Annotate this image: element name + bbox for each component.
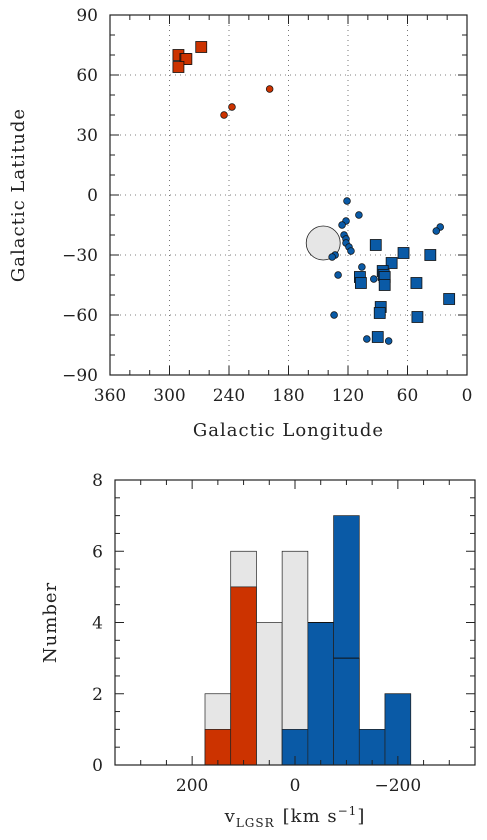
blue-square-marker: [373, 307, 386, 319]
x-title-close: ]: [357, 806, 365, 827]
red-circle-marker: [228, 103, 236, 111]
x-tick-label: 0: [290, 776, 301, 796]
y-tick-label: 4: [92, 614, 103, 634]
x-axis-title: vLGSR [km s−1]: [224, 804, 366, 830]
blue-square-marker: [385, 257, 398, 269]
axis-ticks: [115, 479, 475, 766]
y-tick-label: 2: [92, 685, 103, 705]
blue-circle-marker: [328, 253, 336, 261]
x-tick-label: 300: [153, 386, 185, 406]
y-axis-title: Galactic Latitude: [8, 108, 29, 282]
axis-ticks: [109, 14, 468, 376]
x-tick-labels: 200 0 −200: [176, 776, 421, 796]
blue-circle-marker: [358, 263, 366, 271]
red-square-marker: [195, 41, 208, 53]
x-tick-label: 0: [462, 386, 473, 406]
blue-circle-marker: [370, 275, 378, 283]
blue-circle-marker: [363, 335, 371, 343]
y-tick-labels: 90 60 30 0 −30 −60 −90: [62, 6, 98, 386]
blue-square-marker: [397, 247, 410, 259]
red-bar: [230, 586, 257, 766]
blue-circle-marker: [384, 337, 393, 345]
blue-circle-marker: [347, 247, 355, 255]
y-tick-label: −60: [62, 306, 98, 326]
blue-square-marker: [378, 279, 391, 291]
blue-bar: [333, 515, 360, 766]
x-tick-labels: 360 300 240 180 120 60 0: [94, 386, 473, 406]
y-tick-labels: 0 2 4 6 8: [92, 471, 103, 776]
blue-square-marker: [424, 249, 437, 261]
x-tick-label: 180: [272, 386, 304, 406]
x-tick-label: 240: [213, 386, 245, 406]
blue-bar: [358, 729, 386, 766]
x-tick-label: 200: [176, 776, 208, 796]
x-title-exp: −1: [338, 804, 358, 818]
blue-circle-marker: [355, 211, 363, 219]
y-tick-label: −90: [62, 366, 98, 386]
y-tick-label: 30: [76, 126, 98, 146]
y-tick-label: 0: [87, 186, 98, 206]
blue-square-marker: [443, 293, 456, 305]
y-tick-label: 90: [76, 6, 98, 26]
blue-square-marker: [411, 311, 424, 323]
y-axis-title: Number: [40, 582, 61, 663]
blue-circle-marker: [343, 197, 351, 205]
x-title-main: v: [224, 806, 236, 827]
x-tick-label: 60: [397, 386, 419, 406]
x-tick-label: 360: [94, 386, 126, 406]
histogram-panel: 200 0 −200 0 2 4 6 8 vLGSR [km s−1] Number: [40, 471, 476, 830]
x-axis-title: Galactic Longitude: [193, 420, 384, 441]
blue-square-marker: [369, 239, 382, 251]
blue-circle-marker: [334, 271, 342, 279]
red-square-marker: [172, 61, 185, 73]
x-tick-label: −200: [375, 776, 422, 796]
blue-square-marker: [371, 331, 384, 343]
y-tick-label: 8: [92, 471, 103, 491]
red-circle-marker: [265, 85, 274, 93]
blue-square-marker: [410, 277, 423, 289]
y-tick-label: 60: [76, 66, 98, 86]
large-circle-marker: [305, 225, 341, 261]
red-square-marker: [180, 53, 193, 65]
grid: [110, 15, 467, 375]
blue-circle-marker: [338, 221, 346, 229]
x-title-sub: LGSR: [236, 816, 275, 830]
gray-bar: [256, 622, 283, 766]
scatter-marks: [172, 41, 456, 345]
red-bar: [204, 729, 232, 766]
blue-bar: [307, 622, 334, 766]
x-title-unit: [km s: [283, 806, 338, 827]
x-tick-label: 120: [332, 386, 364, 406]
y-tick-label: −30: [62, 246, 98, 266]
red-circle-marker: [220, 111, 228, 119]
histogram-bars: [140, 515, 412, 766]
y-tick-label: 6: [92, 542, 103, 562]
blue-circle-marker: [330, 311, 338, 319]
blue-circle-marker: [432, 227, 441, 235]
y-tick-label: 0: [92, 756, 103, 776]
blue-bar: [384, 693, 412, 766]
blue-square-marker: [354, 277, 367, 289]
